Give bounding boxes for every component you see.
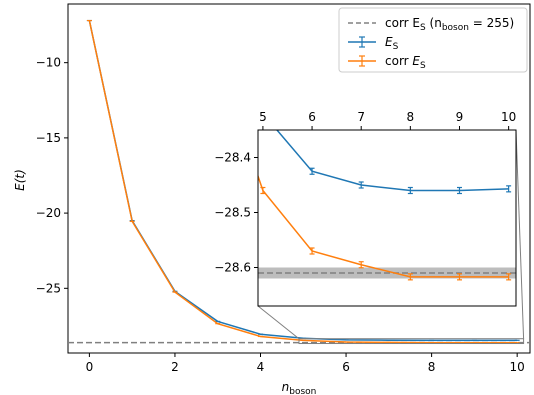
inset-y-tick-label: −28.4 <box>214 151 251 165</box>
legend-ref-label: corr ES (nboson = 255) <box>385 16 514 33</box>
y-tick-label: −20 <box>36 206 61 220</box>
x-tick-label: 4 <box>257 360 265 374</box>
y-tick-label: −25 <box>36 281 61 295</box>
x-tick-label: 6 <box>342 360 350 374</box>
x-tick-label: 2 <box>171 360 179 374</box>
main-axis-ticks: 0 2 4 6 8 10 −10 −15 −20 −25 <box>36 56 525 374</box>
inset-x-tick-label: 6 <box>308 110 316 124</box>
inset-x-tick-label: 8 <box>407 110 415 124</box>
inset-content <box>258 130 516 281</box>
zoom-connector-right <box>515 129 525 339</box>
inset-background <box>258 130 516 306</box>
inset-x-tick-label: 7 <box>357 110 365 124</box>
inset-x-tick-label: 10 <box>501 110 516 124</box>
zoom-box <box>298 338 525 345</box>
x-tick-label: 8 <box>428 360 436 374</box>
y-axis-label: E(t) <box>13 169 27 191</box>
x-axis-label: nboson <box>282 380 317 395</box>
legend-frame <box>338 7 528 73</box>
zoom-connector-left <box>257 305 300 340</box>
legend: corr ES (nboson = 255) ES corr ES <box>338 7 528 73</box>
main-plot-frame <box>67 3 531 354</box>
inset-x-tick-label: 5 <box>259 110 267 124</box>
legend-es-label: ES <box>385 35 399 52</box>
inset-axis-ticks: 5 6 7 8 9 10 −28.4 −28.5 −28.6 <box>214 110 516 275</box>
inset-x-tick-label: 9 <box>456 110 464 124</box>
x-tick-label: 10 <box>510 360 525 374</box>
inset-series-line-es <box>275 130 509 192</box>
inset-y-tick-label: −28.6 <box>214 261 251 275</box>
zoom-indicator <box>257 129 525 345</box>
x-tick-label: 0 <box>86 360 94 374</box>
inset-y-tick-label: −28.5 <box>214 206 251 220</box>
y-tick-label: −15 <box>36 131 61 145</box>
legend-corr-label: corr ES <box>385 54 426 71</box>
y-tick-label: −10 <box>36 56 61 70</box>
inset-frame <box>257 129 517 307</box>
